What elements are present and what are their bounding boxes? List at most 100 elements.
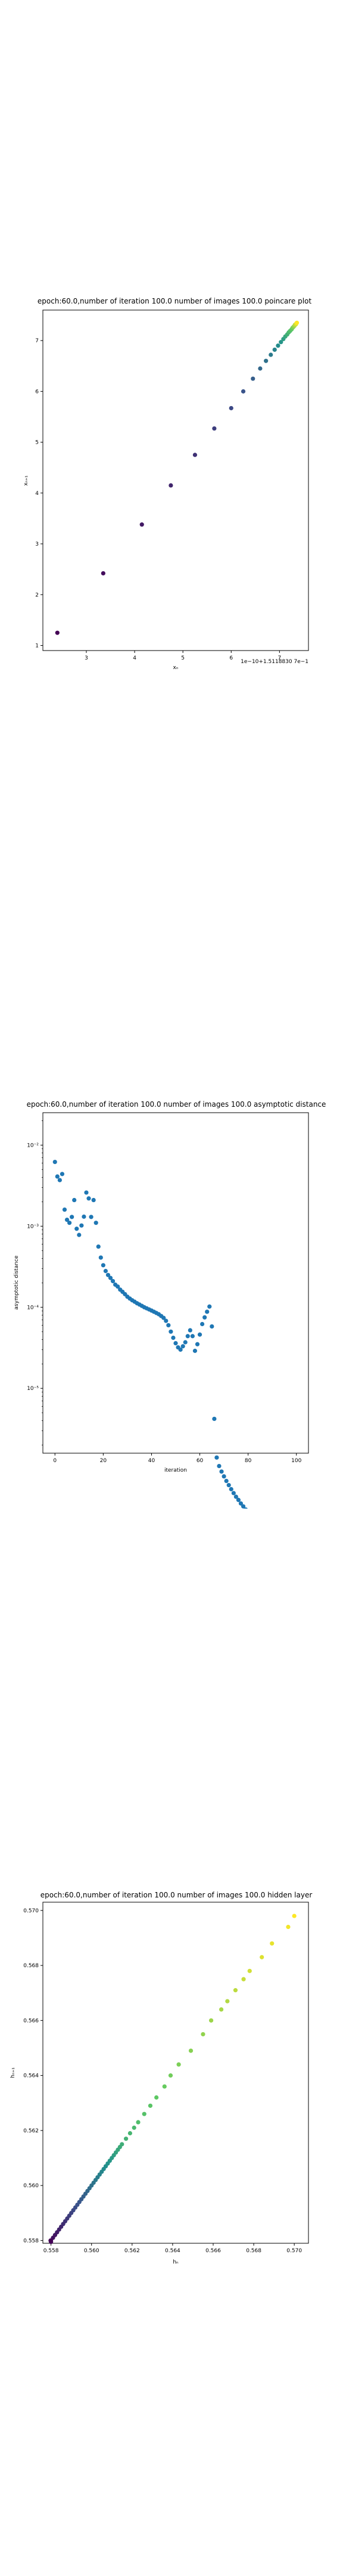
x-tick-label: 0.560 [84, 2248, 99, 2254]
data-point [148, 2103, 153, 2108]
data-point [52, 1160, 57, 1165]
data-point [173, 1341, 178, 1346]
data-point [225, 1999, 230, 2004]
data-point [208, 2018, 214, 2023]
data-point [233, 1494, 238, 1499]
data-point [200, 1321, 205, 1327]
y-axis-label: hₙ₊₁ [10, 2067, 16, 2078]
data-point [241, 1504, 246, 1509]
y-tick-label: 5 [35, 440, 39, 446]
data-point [55, 1174, 60, 1179]
data-point [188, 2048, 194, 2053]
data-point [67, 1221, 72, 1225]
x-tick-label: 0.568 [246, 2248, 261, 2254]
x-tick-label: 20 [100, 1458, 107, 1464]
data-point [72, 1197, 77, 1203]
data-point [139, 522, 144, 527]
data-point [244, 1507, 248, 1509]
data-point [219, 1469, 224, 1474]
data-point [229, 1487, 233, 1491]
data-point [89, 1215, 93, 1219]
x-tick-label: 0.566 [205, 2248, 221, 2254]
x-tick-label: 6 [229, 655, 233, 661]
y-ticks: 1 2 3 4 5 6 7 [35, 338, 43, 649]
data-point [166, 1323, 171, 1328]
data-point [202, 1315, 207, 1320]
data-point [197, 1332, 202, 1337]
data-point [212, 1416, 217, 1422]
x-tick-label: 100 [291, 1458, 301, 1464]
data-point [82, 1214, 86, 1219]
x-tick-label: 7 [277, 655, 281, 661]
data-point [226, 1482, 231, 1488]
data-point [251, 376, 255, 381]
x-tick-label: 0.558 [43, 2248, 59, 2254]
data-point [161, 1315, 166, 1320]
data-point [217, 1463, 222, 1469]
chart-poincare-plot: epoch:60.0,number of iteration 100.0 num… [23, 297, 311, 671]
data-point [96, 1244, 101, 1249]
data-point [183, 1340, 188, 1345]
data-point [205, 1309, 210, 1314]
data-point [169, 483, 173, 488]
y-tick-label: 0.558 [23, 2238, 39, 2244]
x-tick-label: 80 [245, 1458, 252, 1464]
data-point [176, 2062, 181, 2067]
data-point [229, 405, 233, 411]
data-point [195, 1342, 200, 1346]
data-points [52, 1160, 248, 1509]
chart-asymptotic-distance: epoch:60.0,number of iteration 100.0 num… [14, 1100, 326, 1509]
data-points [48, 1914, 297, 2244]
data-point [105, 1272, 111, 1277]
data-point [154, 2095, 159, 2100]
data-point [123, 2137, 129, 2141]
data-points [55, 320, 300, 635]
x-axis-label: xₙ [173, 665, 179, 671]
data-point [270, 1941, 275, 1946]
y-tick-label: 0.564 [23, 2073, 39, 2079]
data-point [79, 1223, 84, 1228]
data-point [86, 1196, 91, 1201]
data-point [116, 1284, 120, 1289]
data-point [185, 1334, 190, 1339]
y-tick-label: 0.560 [23, 2183, 39, 2189]
data-point [207, 1304, 212, 1309]
data-point [84, 1190, 89, 1195]
y-tick-label: 0.568 [23, 1963, 39, 1969]
y-tick-label: 10⁻³ [27, 1224, 39, 1230]
y-tick-label: 6 [35, 389, 39, 395]
data-point [260, 1955, 264, 1959]
y-tick-label: 10⁻⁵ [27, 1386, 39, 1392]
data-point [55, 630, 60, 635]
data-point [294, 320, 300, 325]
data-point [103, 1268, 108, 1274]
data-point [74, 1227, 79, 1231]
data-point [269, 352, 273, 357]
data-point [168, 2073, 173, 2078]
data-point [258, 366, 263, 371]
x-tick-label: 60 [197, 1458, 204, 1464]
data-point [136, 2120, 141, 2125]
data-point [236, 1497, 241, 1503]
chart-title: epoch:60.0,number of iteration 100.0 num… [38, 297, 311, 305]
data-point [91, 1197, 96, 1203]
x-offset-text: 1e−10+1.5118830 7e−1 [241, 659, 308, 665]
data-point [178, 1347, 183, 1352]
data-point [164, 1318, 169, 1323]
data-point [188, 1328, 192, 1333]
data-point [190, 1334, 195, 1339]
y-tick-label: 4 [35, 491, 39, 497]
data-point [57, 1178, 62, 1182]
x-tick-label: 5 [181, 655, 185, 661]
y-axis-label: xₙ₊₁ [23, 475, 29, 486]
y-tick-label: 0.562 [23, 2128, 39, 2134]
plot-frame [42, 1112, 309, 1454]
plot-frame [42, 1902, 309, 2244]
plot-frame [42, 309, 309, 651]
data-point [110, 1278, 116, 1284]
chart-hidden-layer: epoch:60.0,number of iteration 100.0 num… [10, 1891, 313, 2265]
chart-title: epoch:60.0,number of iteration 100.0 num… [40, 1891, 313, 1899]
data-point [101, 1263, 105, 1268]
data-point [286, 1924, 291, 1930]
data-point [279, 340, 283, 345]
